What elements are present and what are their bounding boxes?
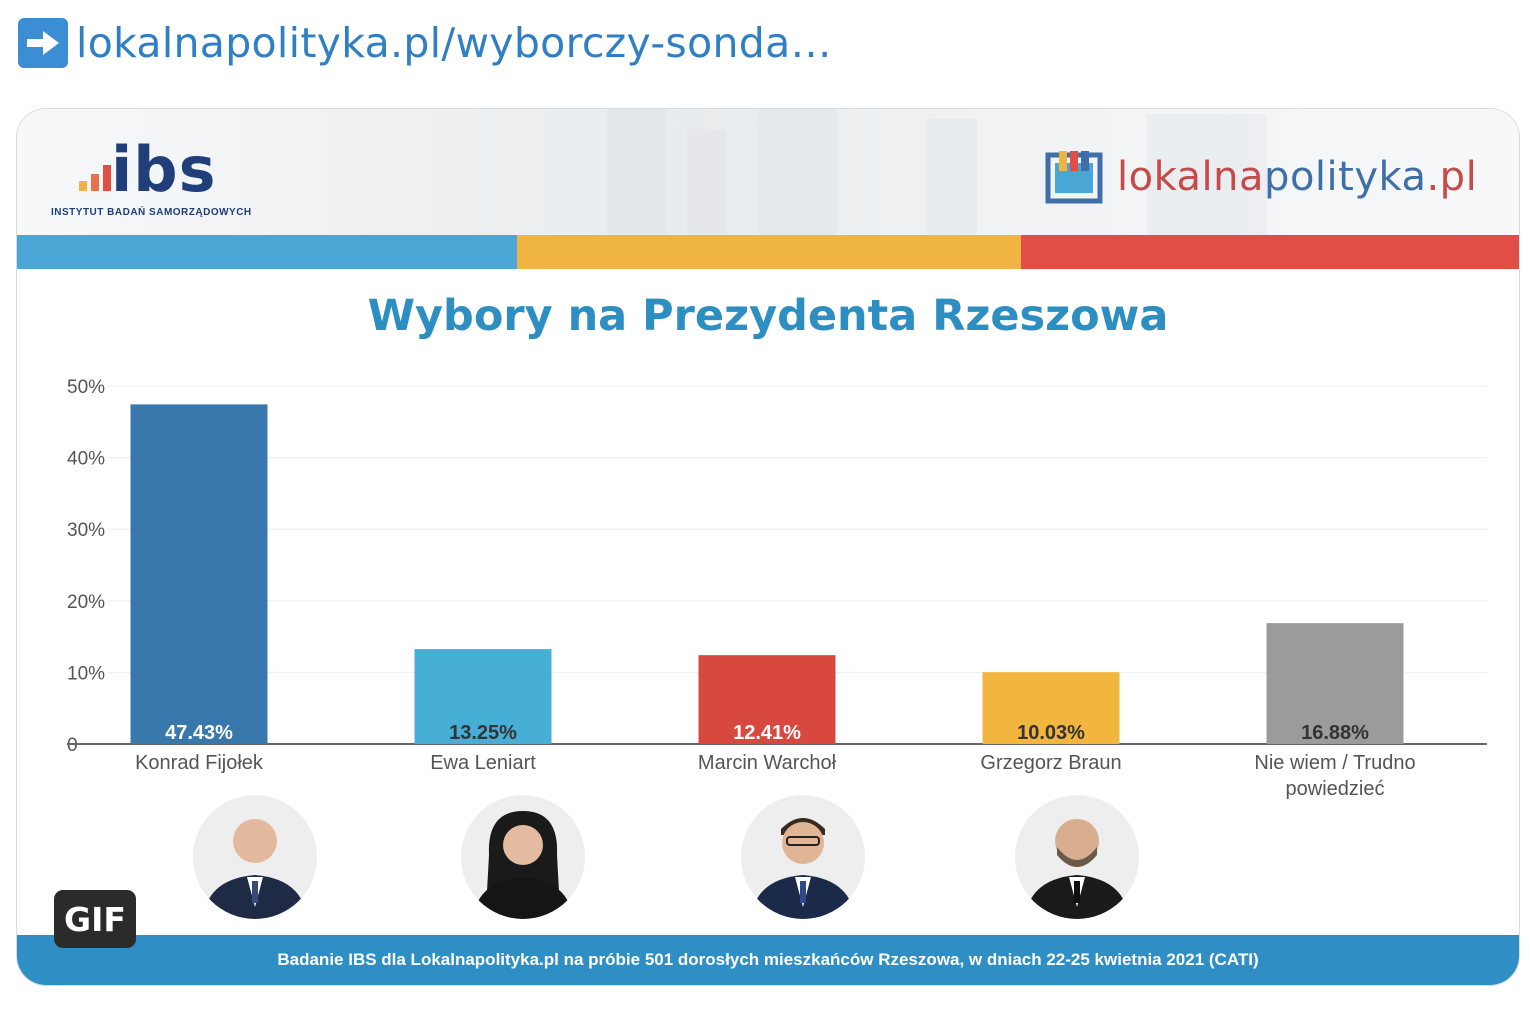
bar-value-label: 16.88% [1301,722,1369,744]
bar [414,649,552,744]
lokalnapolityka-logo: lokalnapolityka.pl [1045,149,1477,205]
stripe-blue [17,235,517,269]
source-link-row[interactable]: lokalnapolityka.pl/wyborczy-sonda… [18,18,832,68]
bar [982,672,1120,744]
ibs-subtitle: INSTYTUT BADAŃ SAMORZĄDOWYCH [51,207,252,218]
candidate-photo-fijolek [193,795,317,919]
poll-card[interactable]: ibs INSTYTUT BADAŃ SAMORZĄDOWYCH lokalna… [16,108,1520,986]
candidate-photo-leniart [461,795,585,919]
candidate-photo-braun [1015,795,1139,919]
gif-badge[interactable]: GIF [54,890,136,948]
person-icon [473,811,573,919]
bar-value-label: 47.43% [165,722,233,744]
person-icon [1025,819,1129,919]
y-tick-label: 20% [67,592,105,613]
category-label: Nie wiem / Trudno powiedzieć [1254,752,1415,800]
category-label: Konrad Fijołek [135,752,264,774]
ibs-logo-text: ibs [111,133,217,206]
category-label: Marcin Warchoł [698,752,837,774]
chart-title: Wybory na Prezydenta Rzeszowa [367,291,1169,341]
bar [130,404,268,744]
bar-value-label: 10.03% [1017,722,1085,744]
stripe-red [1021,235,1519,269]
bar [1266,623,1404,744]
y-tick-label: 50% [67,377,105,398]
source-link[interactable]: lokalnapolityka.pl/wyborczy-sonda… [76,19,832,67]
category-label: Ewa Leniart [430,752,536,774]
candidate-photo-warchol [741,795,865,919]
header-banner: ibs INSTYTUT BADAŃ SAMORZĄDOWYCH lokalna… [17,109,1519,237]
lokalnapolityka-logo-text: lokalnapolityka.pl [1117,154,1478,200]
bar-value-label: 13.25% [449,722,517,744]
footer-note: Badanie IBS dla Lokalnapolityka.pl na pr… [17,935,1519,985]
y-tick-label: 30% [67,520,105,541]
bar-chart: 0 10% 20% 30% 40% 50% 47.43% Konrad Fijołek 13.2… [67,377,1487,800]
y-tick-label: 40% [67,449,105,470]
person-icon [751,818,855,919]
stripe-yellow [517,235,1021,269]
y-tick-label: 10% [67,663,105,684]
bar-value-label: 12.41% [733,722,801,744]
category-label: Grzegorz Braun [980,752,1121,774]
bar [698,655,836,744]
arrow-right-icon [18,18,68,68]
y-tick-label: 0 [67,735,78,756]
bar-chart-logo-icon [79,165,111,191]
ballot-box-logo-icon [1045,151,1103,204]
person-icon [203,819,307,919]
